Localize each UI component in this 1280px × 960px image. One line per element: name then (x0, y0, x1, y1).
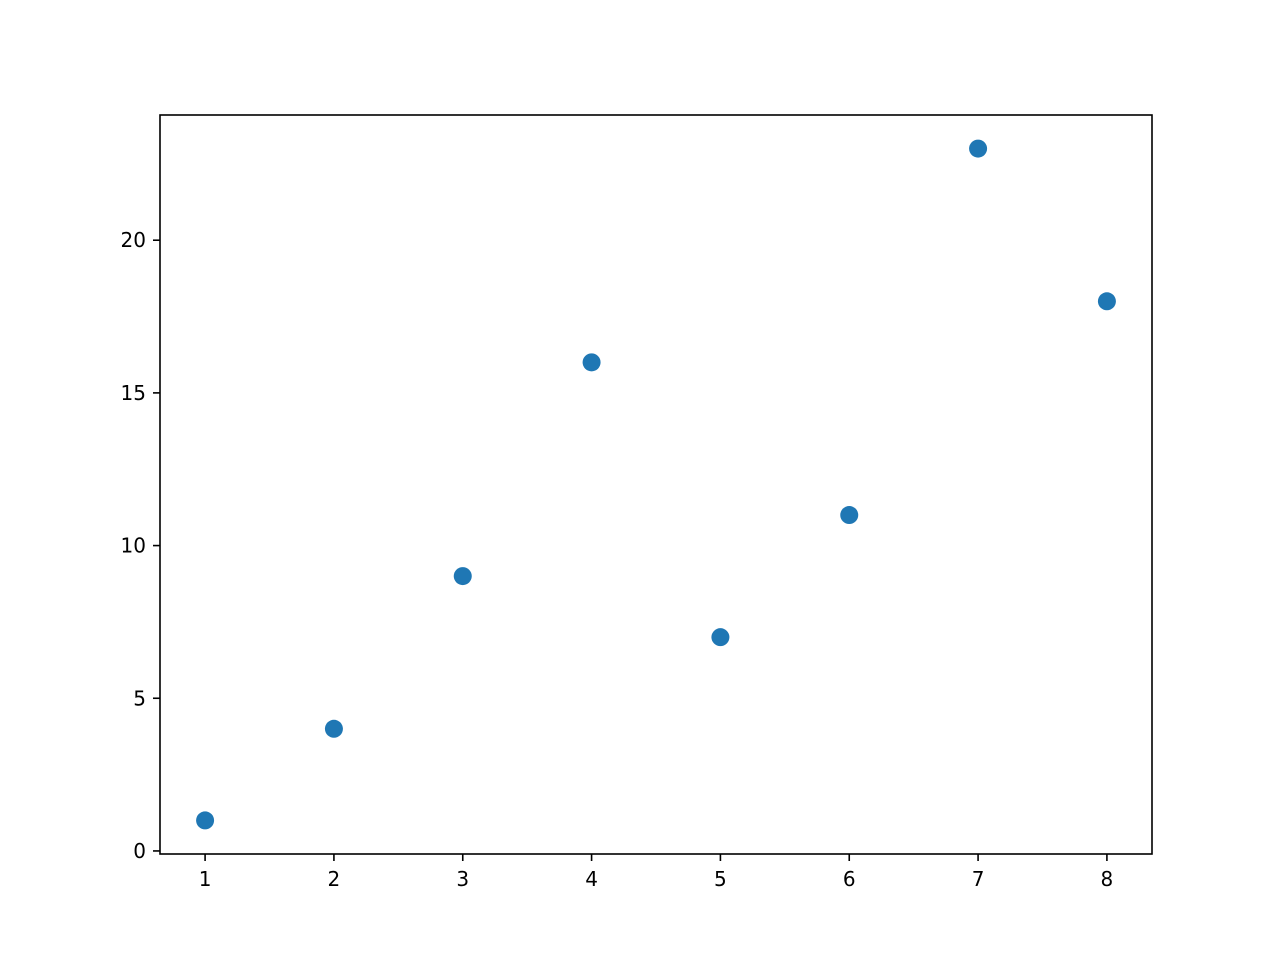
y-tick-label: 10 (121, 534, 146, 558)
data-point (1097, 292, 1116, 311)
x-tick-label: 4 (585, 867, 598, 891)
y-tick-label: 5 (133, 686, 146, 710)
x-tick-label: 3 (456, 867, 469, 891)
x-tick-label: 8 (1101, 867, 1114, 891)
y-tick-label: 15 (121, 381, 146, 405)
data-point (969, 139, 988, 158)
data-point (840, 506, 859, 525)
data-point (196, 811, 215, 830)
data-points (196, 139, 1116, 830)
data-point (582, 353, 601, 372)
x-tick-label: 1 (199, 867, 212, 891)
x-tick-label: 7 (972, 867, 985, 891)
x-tick-label: 6 (843, 867, 856, 891)
axis-ticks: 1 2 3 4 5 6 7 8 0 5 10 15 20 (121, 228, 1114, 891)
x-tick-label: 2 (328, 867, 341, 891)
data-point (711, 628, 730, 647)
y-tick-label: 20 (121, 228, 146, 252)
y-tick-label: 0 (133, 839, 146, 863)
data-point (453, 567, 472, 586)
axes-frame (159, 114, 1153, 855)
data-point (324, 719, 343, 738)
x-tick-label: 5 (714, 867, 727, 891)
